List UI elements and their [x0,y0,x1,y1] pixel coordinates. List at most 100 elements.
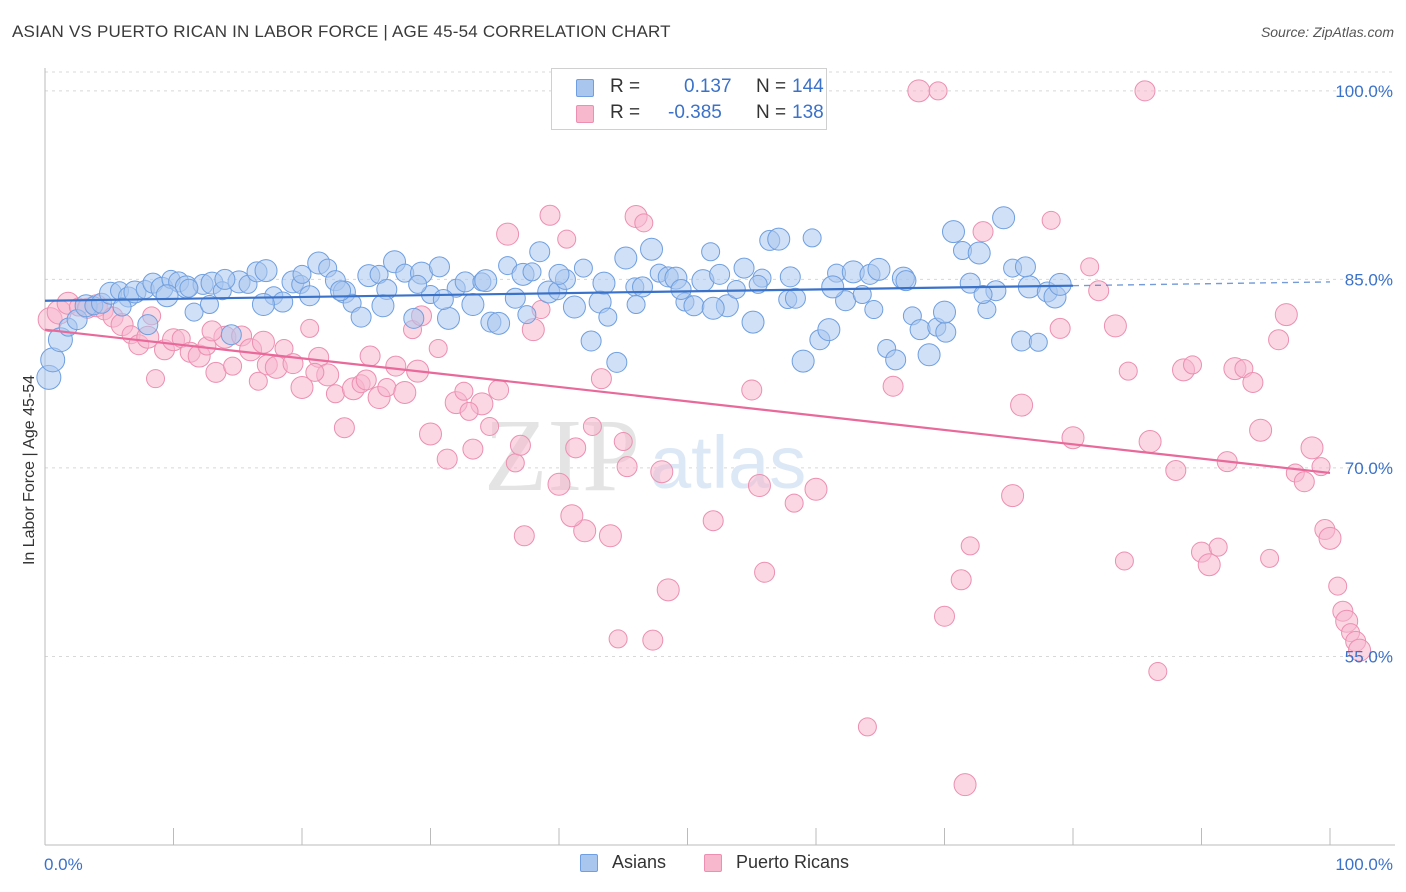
asian-point [967,241,991,265]
asian-point [199,295,219,315]
pr-r-label: R = [610,102,641,123]
asian-point [592,271,616,295]
puerto-rican-point [1049,317,1071,339]
y-tick-label: 70.0% [1345,459,1393,478]
puerto-rican-point [608,629,628,649]
puerto-rican-point [1249,418,1273,442]
puerto-rican-point [488,379,510,401]
asian-point [941,220,965,244]
y-axis-label: In Labor Force | Age 45-54 [21,374,38,566]
asians-r-label: R = [610,76,641,97]
puerto-rican-point [201,320,223,342]
puerto-rican-point [305,362,325,382]
asian-point [1014,256,1036,278]
asian-point [935,321,957,343]
puerto-rican-point [1010,393,1034,417]
puerto-rican-point [590,368,612,390]
puerto-rican-point [355,369,377,391]
asian-point [371,294,395,318]
puerto-rican-point [1001,484,1025,508]
asian-point [748,274,768,294]
asian-point [179,278,199,298]
asian-point [112,297,132,317]
asians-swatch [576,79,594,97]
asian-point [1048,272,1072,296]
puerto-rican-point [480,416,500,436]
asian-point [626,295,646,315]
puerto-rican-point [1088,280,1110,302]
asian-point [817,318,841,342]
puerto-rican-point [505,453,525,473]
puerto-rican-point [300,318,320,338]
puerto-rican-point [1103,314,1127,338]
puerto-rican-point [616,456,638,478]
puerto-rican-point [804,477,828,501]
asian-point [614,246,638,270]
watermark-zip: ZIP [484,398,640,513]
y-tick-label: 100.0% [1335,82,1393,101]
asian-point [802,228,822,248]
puerto-rican-point [953,773,977,797]
asian-point [640,237,664,261]
asian-point [522,262,542,282]
puerto-rican-point [205,361,227,383]
puerto-rican-point [428,339,448,359]
puerto-rican-point [496,222,520,246]
puerto-ricans-legend-swatch [704,854,722,872]
asian-point [1028,332,1048,352]
asian-point [933,300,956,324]
pr-r-value: -0.385 [668,102,722,123]
asian-point [432,289,454,311]
asian-point [598,307,618,327]
asians-legend-label: Asians [612,852,667,872]
asian-point [474,269,498,293]
asian-point [184,302,204,322]
puerto-rican-point [882,375,904,397]
puerto-rican-point [613,432,633,452]
puerto-rican-point [582,416,602,436]
chart-title: ASIAN VS PUERTO RICAN IN LABOR FORCE | A… [12,22,671,41]
puerto-rican-point [560,504,584,528]
asian-point [864,300,884,320]
puerto-rican-point [436,448,458,470]
puerto-rican-point [223,356,243,376]
asian-trend-extension [1072,281,1331,287]
asian-point [137,314,159,336]
puerto-rican-point [1328,576,1348,596]
asians-r-value: 0.137 [684,76,732,97]
asian-point [403,307,425,329]
asian-point [767,227,791,251]
puerto-rican-point [419,422,442,446]
asian-point [885,349,907,371]
asians-n-value: 144 [792,76,824,97]
asian-point [821,275,845,299]
asian-point [408,274,428,294]
asian-point [504,287,526,309]
puerto-rican-point [702,510,724,532]
watermark-atlas: atlas [650,421,806,504]
asian-point [454,271,476,293]
asian-point [580,330,602,352]
puerto-rican-point [377,377,397,397]
asian-point [683,295,705,317]
asians-n-label: N = [756,76,787,97]
asian-points [36,206,1072,390]
puerto-rican-point [1348,638,1372,662]
puerto-rican-point [248,371,268,391]
trend-lines [44,281,1331,475]
asian-point [517,305,537,325]
asian-point [670,278,692,300]
puerto-rican-point [1208,537,1228,557]
pr-n-value: 138 [792,102,824,123]
puerto-rican-point [741,379,763,401]
asian-point [733,257,755,279]
asian-point [606,351,628,373]
asian-point [867,257,891,281]
asian-point [992,206,1016,230]
puerto-rican-point [754,561,776,583]
puerto-rican-point [747,474,771,498]
puerto-rican-point [1293,471,1315,493]
puerto-rican-point [547,472,571,496]
asian-point [548,263,570,285]
